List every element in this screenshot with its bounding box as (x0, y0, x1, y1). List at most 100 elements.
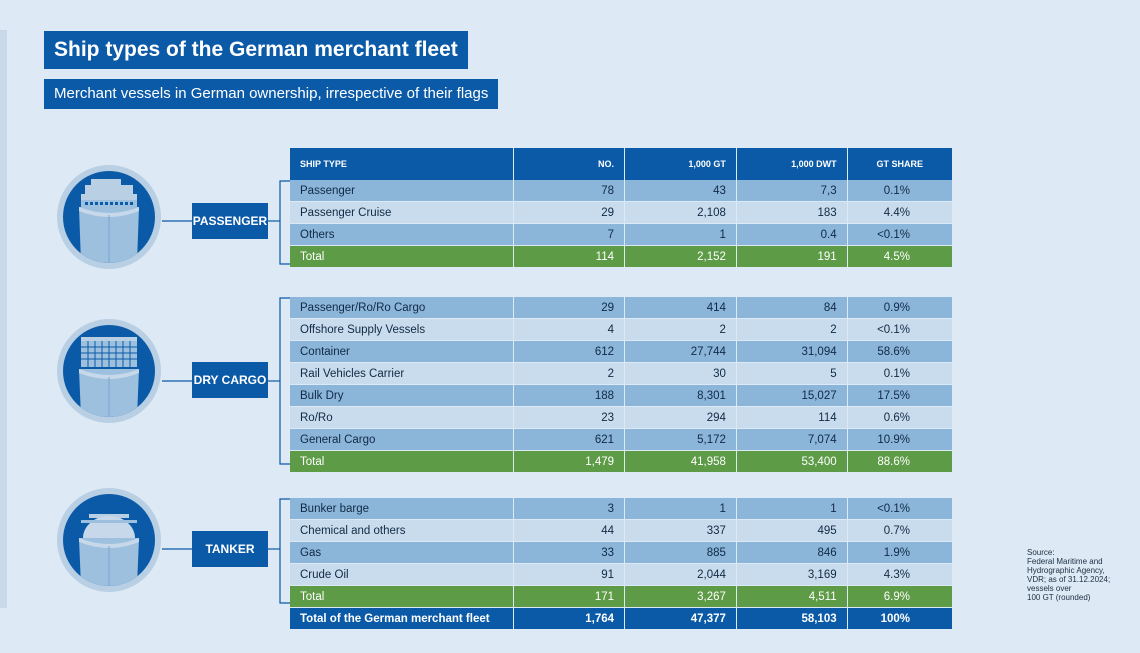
table-row: Ro/Ro 23 294 114 0.6% (290, 406, 952, 429)
cell-dwt: 846 (736, 541, 848, 564)
cell-gt-share: 58.6% (847, 340, 952, 363)
cell-gt-share: 100% (847, 607, 952, 630)
header-no: NO. (513, 148, 626, 180)
page-title: Ship types of the German merchant fleet (44, 31, 468, 69)
passenger-circle (57, 165, 161, 269)
header-gt: 1,000 GT (624, 148, 737, 180)
source-note: Source: Federal Maritime and Hydrographi… (1027, 548, 1111, 602)
cell-gt: 2,108 (624, 201, 737, 224)
table-row: Bulk Dry 188 8,301 15,027 17.5% (290, 384, 952, 407)
cell-ship-type: Container (290, 340, 515, 363)
left-accent-bar (0, 30, 7, 608)
cell-gt: 337 (624, 519, 737, 542)
table-header: SHIP TYPE NO. 1,000 GT 1,000 DWT GT SHAR… (290, 148, 952, 180)
cell-no: 1,764 (513, 607, 626, 630)
cell-gt: 8,301 (624, 384, 737, 407)
cell-dwt: 7,074 (736, 428, 848, 451)
cell-dwt: 4,511 (736, 585, 848, 608)
cell-gt-share: 0.7% (847, 519, 952, 542)
cell-ship-type: Gas (290, 541, 515, 564)
cell-gt: 30 (624, 362, 737, 385)
cell-gt: 41,958 (624, 450, 737, 473)
cell-ship-type: Bulk Dry (290, 384, 515, 407)
total-row: Total 1,479 41,958 53,400 88.6% (290, 450, 952, 473)
cell-gt: 3,267 (624, 585, 737, 608)
cell-dwt: 1 (736, 498, 848, 520)
cell-ship-type: Total of the German merchant fleet (290, 607, 515, 630)
cell-gt: 43 (624, 180, 737, 202)
cell-dwt: 7,3 (736, 180, 848, 202)
category-tanker: TANKER (192, 531, 268, 567)
cell-gt-share: 17.5% (847, 384, 952, 407)
cell-gt-share: 6.9% (847, 585, 952, 608)
cell-no: 612 (513, 340, 626, 363)
cell-ship-type: Passenger Cruise (290, 201, 515, 224)
cell-gt: 2 (624, 318, 737, 341)
total-row: Total 114 2,152 191 4.5% (290, 245, 952, 268)
cell-no: 1,479 (513, 450, 626, 473)
cell-dwt: 31,094 (736, 340, 848, 363)
table-row: Bunker barge 3 1 1 <0.1% (290, 498, 952, 520)
cell-no: 4 (513, 318, 626, 341)
cell-dwt: 15,027 (736, 384, 848, 407)
cell-dwt: 183 (736, 201, 848, 224)
table-row: Passenger Cruise 29 2,108 183 4.4% (290, 201, 952, 224)
cell-no: 3 (513, 498, 626, 520)
category-passenger: PASSENGER (192, 203, 268, 239)
table-row: General Cargo 621 5,172 7,074 10.9% (290, 428, 952, 451)
table-row: Crude Oil 91 2,044 3,169 4.3% (290, 563, 952, 586)
header-gt-share: GT SHARE (847, 148, 952, 180)
cell-ship-type: Rail Vehicles Carrier (290, 362, 515, 385)
cell-ship-type: Total (290, 245, 515, 268)
header-dwt: 1,000 DWT (736, 148, 848, 180)
cell-no: 171 (513, 585, 626, 608)
cell-no: 29 (513, 201, 626, 224)
cell-no: 114 (513, 245, 626, 268)
table-row: Gas 33 885 846 1.9% (290, 541, 952, 564)
cell-ship-type: Ro/Ro (290, 406, 515, 429)
cell-ship-type: Total (290, 585, 515, 608)
cell-ship-type: Offshore Supply Vessels (290, 318, 515, 341)
cell-gt-share: 88.6% (847, 450, 952, 473)
dry-cargo-table: Passenger/Ro/Ro Cargo 29 414 84 0.9% Offshore… (290, 297, 952, 473)
cell-ship-type: Passenger (290, 180, 515, 202)
tanker-ship-icon (79, 514, 139, 586)
table-row: Container 612 27,744 31,094 58.6% (290, 340, 952, 363)
passenger-table: SHIP TYPE NO. 1,000 GT 1,000 DWT GT SHAR… (290, 148, 952, 268)
tanker-table: Bunker barge 3 1 1 <0.1% Chemical and others 4… (290, 498, 952, 630)
cell-dwt: 191 (736, 245, 848, 268)
cell-gt: 294 (624, 406, 737, 429)
cell-gt: 2,152 (624, 245, 737, 268)
category-dry-cargo: DRY CARGO (192, 362, 268, 398)
table-row: Others 7 1 0.4 <0.1% (290, 223, 952, 246)
cell-ship-type: Bunker barge (290, 498, 515, 520)
cell-dwt: 2 (736, 318, 848, 341)
cell-ship-type: Crude Oil (290, 563, 515, 586)
cell-ship-type: Chemical and others (290, 519, 515, 542)
cell-gt-share: <0.1% (847, 223, 952, 246)
cell-no: 91 (513, 563, 626, 586)
cell-gt: 1 (624, 498, 737, 520)
cell-dwt: 0.4 (736, 223, 848, 246)
cell-gt: 885 (624, 541, 737, 564)
cell-no: 78 (513, 180, 626, 202)
cell-dwt: 58,103 (736, 607, 848, 630)
cell-no: 33 (513, 541, 626, 564)
cell-dwt: 3,169 (736, 563, 848, 586)
cell-no: 188 (513, 384, 626, 407)
cell-gt-share: 4.3% (847, 563, 952, 586)
cell-gt: 1 (624, 223, 737, 246)
cell-no: 29 (513, 297, 626, 319)
cell-no: 621 (513, 428, 626, 451)
table-row: Passenger 78 43 7,3 0.1% (290, 180, 952, 202)
table-row: Passenger/Ro/Ro Cargo 29 414 84 0.9% (290, 297, 952, 319)
page-subtitle: Merchant vessels in German ownership, ir… (44, 79, 499, 109)
tanker-circle (57, 488, 161, 592)
cell-dwt: 84 (736, 297, 848, 319)
header-ship-type: SHIP TYPE (290, 148, 515, 180)
cell-gt-share: 4.4% (847, 201, 952, 224)
cell-gt: 27,744 (624, 340, 737, 363)
table-row: Chemical and others 44 337 495 0.7% (290, 519, 952, 542)
cell-gt-share: 0.1% (847, 362, 952, 385)
